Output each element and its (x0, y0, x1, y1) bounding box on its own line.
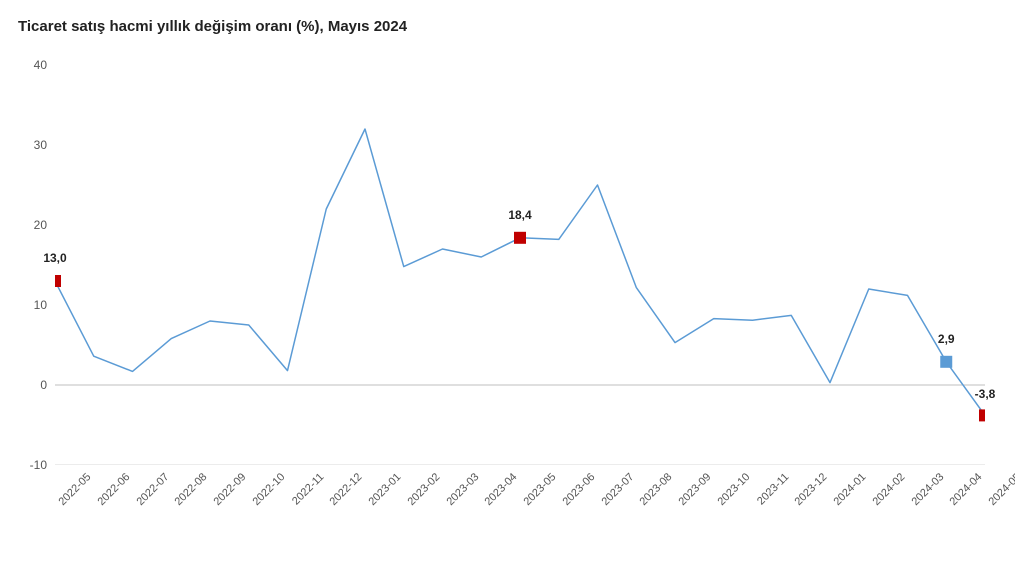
y-tick-label: 0 (40, 378, 47, 392)
data-label: 13,0 (43, 251, 66, 265)
plot-svg (55, 65, 985, 465)
y-tick-label: 40 (34, 58, 47, 72)
y-tick-label: -10 (30, 458, 47, 472)
data-label: 2,9 (938, 332, 955, 346)
y-tick-label: 20 (34, 218, 47, 232)
chart-container: Ticaret satış hacmi yıllık değişim oranı… (0, 0, 1015, 570)
data-label: 18,4 (508, 208, 531, 222)
y-tick-label: 30 (34, 138, 47, 152)
data-label: -3,8 (975, 387, 996, 401)
chart-title: Ticaret satış hacmi yıllık değişim oranı… (18, 18, 407, 35)
plot-area: -100102030402022-052022-062022-072022-08… (55, 65, 985, 465)
y-tick-label: 10 (34, 298, 47, 312)
